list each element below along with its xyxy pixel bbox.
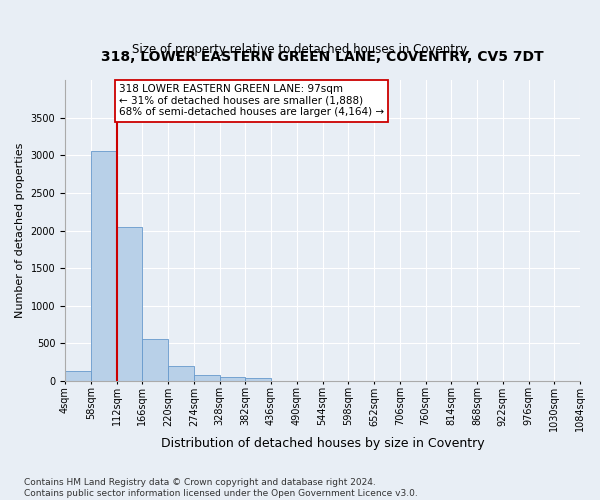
Bar [194, 375, 220, 380]
Text: Size of property relative to detached houses in Coventry: Size of property relative to detached ho… [133, 42, 467, 56]
Bar [220, 377, 245, 380]
Bar [65, 371, 91, 380]
Y-axis label: Number of detached properties: Number of detached properties [15, 143, 25, 318]
Bar [142, 338, 168, 380]
Bar [168, 366, 194, 380]
Bar [91, 151, 116, 380]
Text: Contains HM Land Registry data © Crown copyright and database right 2024.
Contai: Contains HM Land Registry data © Crown c… [24, 478, 418, 498]
Bar [245, 378, 271, 380]
X-axis label: Distribution of detached houses by size in Coventry: Distribution of detached houses by size … [161, 437, 484, 450]
Title: 318, LOWER EASTERN GREEN LANE, COVENTRY, CV5 7DT: 318, LOWER EASTERN GREEN LANE, COVENTRY,… [101, 50, 544, 64]
Text: 318 LOWER EASTERN GREEN LANE: 97sqm
← 31% of detached houses are smaller (1,888): 318 LOWER EASTERN GREEN LANE: 97sqm ← 31… [119, 84, 384, 117]
Bar [116, 227, 142, 380]
